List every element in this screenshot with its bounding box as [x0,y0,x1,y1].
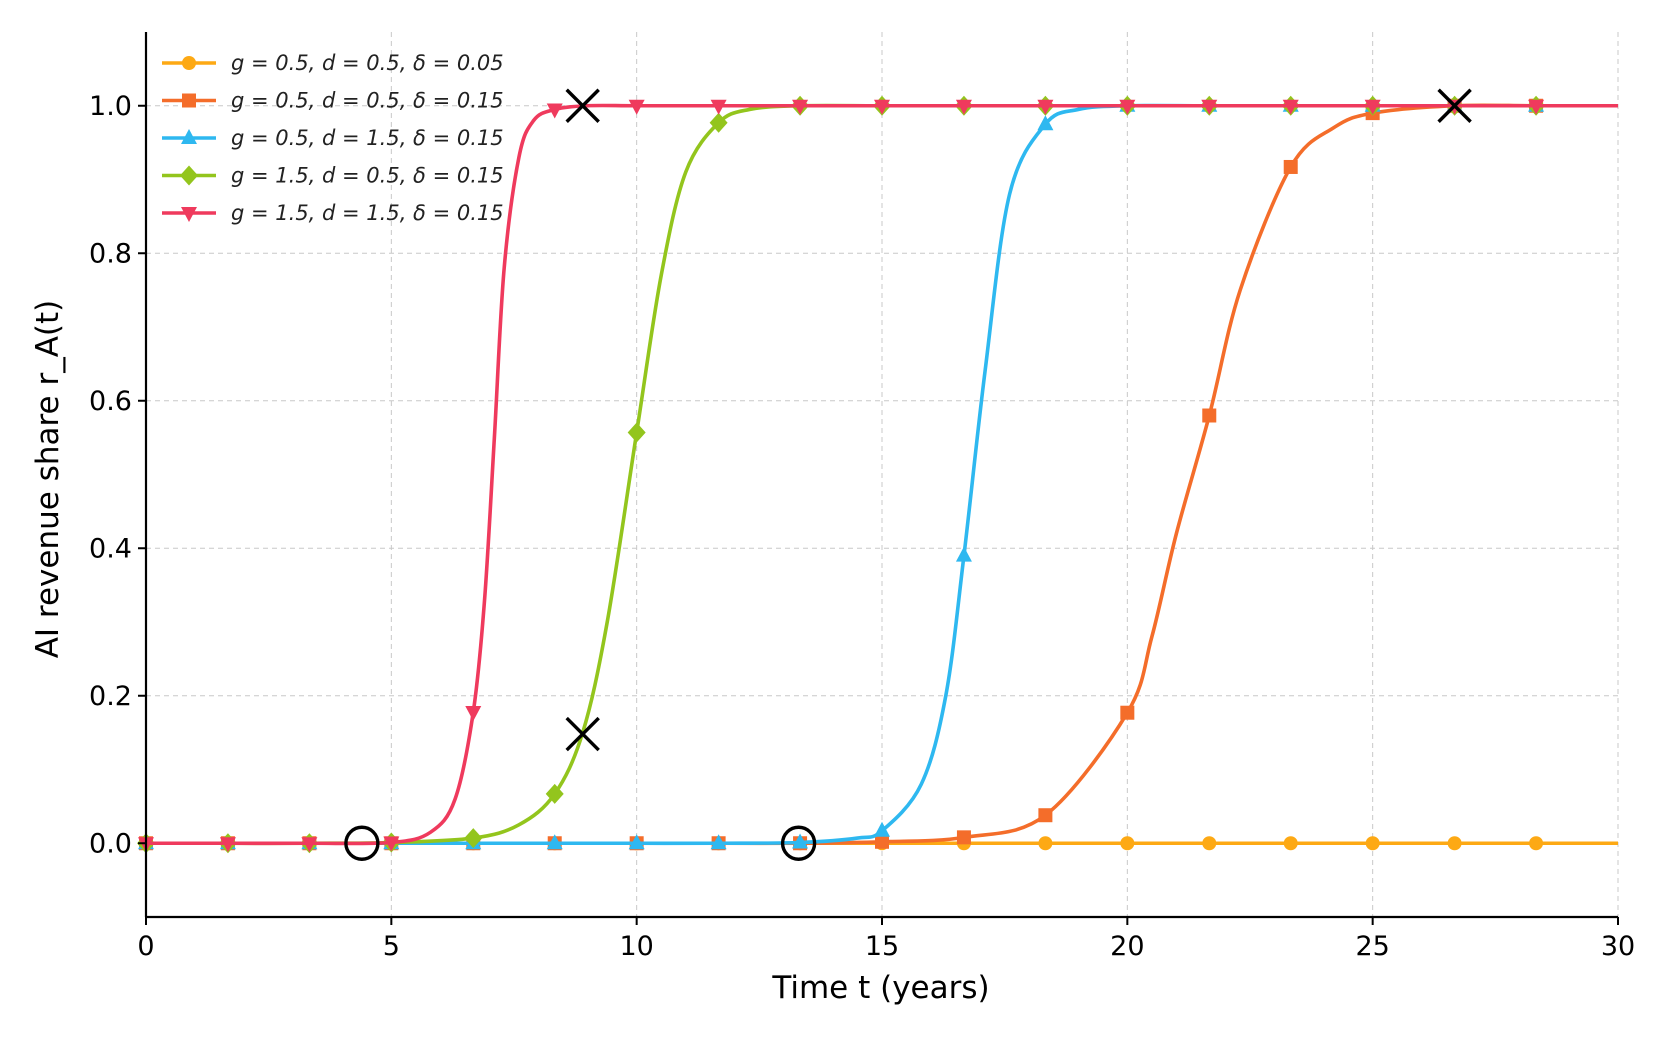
legend-label: g = 1.5, d = 1.5, δ = 0.15 [231,201,504,225]
data-point [955,546,972,562]
legend-entry-3: g = 0.5, d = 1.5, δ = 0.15 [162,126,504,150]
x-tick-label: 15 [865,931,899,962]
legend-entry-4: g = 1.5, d = 0.5, δ = 0.15 [162,164,504,188]
data-point [383,836,400,852]
data-point [464,828,483,849]
data-point [792,833,809,849]
data-point [628,99,645,115]
data-point [1364,99,1381,115]
x-tick-label: 0 [137,931,154,962]
data-point [1038,836,1053,851]
data-point [1037,115,1054,131]
legend-label: g = 1.5, d = 0.5, δ = 0.15 [231,164,504,188]
data-point [1119,99,1136,115]
legend-label: g = 0.5, d = 0.5, δ = 0.15 [231,89,504,113]
legend: g = 0.5, d = 0.5, δ = 0.05 g = 0.5, d = 0… [162,51,504,225]
data-point [182,93,196,108]
y-tick-label: 0.2 [89,681,132,712]
data-point [1529,836,1544,851]
legend-entry-1: g = 0.5, d = 0.5, δ = 0.05 [162,51,504,75]
y-tick-label: 1.0 [89,91,132,122]
data-point [182,56,196,70]
data-point [181,207,197,222]
y-tick-label: 0.6 [89,386,132,417]
data-point [465,705,482,721]
data-point [709,112,728,133]
x-tick-label: 30 [1601,931,1635,962]
annotation-layer [344,88,1472,861]
data-point [1120,836,1135,851]
y-tick-label: 0.0 [89,828,132,859]
data-point [955,99,972,115]
data-point [181,129,197,144]
circle-marker [344,825,380,861]
y-tick-label: 0.4 [89,533,132,564]
data-point [545,783,564,804]
cross-marker [565,88,600,123]
data-point [1282,99,1299,115]
cross-marker [1437,88,1472,123]
data-point [875,834,889,849]
y-axis-title: AI revenue share r_A(t) [30,300,66,659]
x-axis-title: Time t (years) [771,970,989,1006]
legend-label: g = 0.5, d = 0.5, δ = 0.05 [231,51,504,75]
data-point [710,99,727,115]
data-point [1283,836,1298,851]
data-point [628,834,645,850]
cross-marker [565,716,600,752]
cross-stroke [565,716,600,752]
data-point [1037,99,1054,115]
data-point [627,422,646,443]
legend-label: g = 0.5, d = 1.5, δ = 0.15 [231,126,504,150]
x-tick-label: 5 [383,931,400,962]
data-point [956,830,971,845]
x-tick-label: 10 [619,931,653,962]
data-point [1447,836,1462,851]
data-point [792,99,809,115]
data-point [1201,99,1218,115]
legend-entry-5: g = 1.5, d = 1.5, δ = 0.15 [162,201,504,225]
data-point [1528,99,1545,115]
x-tick-label: 20 [1110,931,1144,962]
data-point [1283,159,1298,174]
series-line [146,103,1618,846]
data-point [1365,836,1380,851]
data-point [546,103,563,119]
data-point [1202,836,1217,851]
data-point [1120,705,1135,720]
data-point [219,837,236,853]
data-point [710,834,727,850]
circle-marker [780,825,817,861]
cross-stroke [565,88,600,123]
data-point [874,99,890,115]
cross-stroke [1437,88,1472,123]
data-point [180,165,198,186]
x-tick-label: 25 [1355,931,1389,962]
axes-layer: 0 5 10 15 20 25 30 0.0 0.2 0.4 0.6 0.8 1.0 [89,32,1635,962]
data-point [546,834,563,850]
data-point [874,821,890,837]
data-point [1202,408,1217,423]
legend-entry-2: g = 0.5, d = 0.5, δ = 0.15 [162,89,504,113]
data-point [1038,808,1053,823]
data-point [301,837,318,853]
y-tick-label: 0.8 [89,238,132,269]
